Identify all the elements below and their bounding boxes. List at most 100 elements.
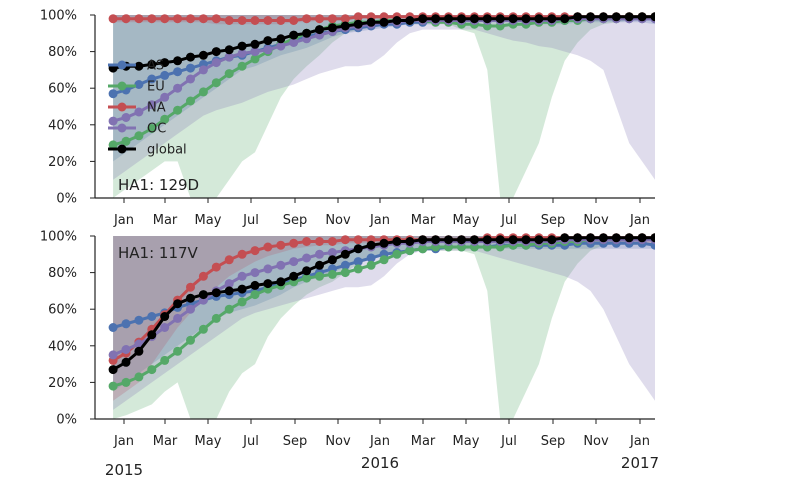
x-tick-label: Sep [541, 434, 566, 449]
point-global [327, 255, 337, 265]
point-eu [108, 140, 118, 150]
band-oc [113, 15, 655, 180]
point-global [198, 290, 208, 300]
panel-1: 0% 20% 40% 60% 80% 100% Jan Mar May Jul Sep Nov Jan M… [40, 9, 655, 228]
point-oc [173, 83, 183, 93]
point-global [379, 17, 389, 27]
y-tick-label: 20% [48, 376, 77, 391]
y-tick-label: 60% [48, 303, 77, 318]
band-oc [113, 236, 655, 410]
point-global [573, 12, 583, 22]
point-global [586, 233, 595, 243]
x-tick-label: Jan [629, 213, 650, 228]
point-eu [250, 54, 260, 64]
x-tick-label: Jan [369, 434, 390, 449]
point-global [186, 293, 195, 303]
point-oc [276, 41, 286, 51]
point-global [405, 16, 415, 25]
point-as [134, 315, 144, 325]
point-global [611, 12, 621, 22]
point-eu [186, 96, 195, 106]
point-eu [186, 335, 195, 345]
point-oc [302, 253, 312, 263]
point-na [211, 262, 221, 272]
point-oc [224, 52, 234, 62]
point-global [147, 330, 157, 340]
point-eu [134, 372, 144, 382]
plot-area [108, 233, 655, 419]
legend: AS EU NA OC global [108, 59, 187, 158]
point-eu [198, 87, 208, 97]
point-global [431, 14, 441, 24]
point-oc [224, 279, 234, 289]
point-global [598, 12, 608, 22]
point-global [327, 23, 337, 33]
x-tick-label: Sep [541, 213, 566, 228]
point-global [134, 346, 144, 356]
point-na [224, 16, 234, 25]
point-global [611, 233, 621, 243]
point-global [598, 233, 608, 243]
y-tick-label: 80% [48, 45, 77, 60]
legend-marker-as [117, 60, 127, 70]
point-na [108, 14, 118, 24]
point-na [147, 14, 157, 24]
point-global [211, 288, 221, 298]
point-na [276, 16, 286, 25]
legend-label-global: global [147, 143, 187, 158]
point-as [160, 70, 170, 80]
legend-label-na: NA [147, 101, 166, 116]
point-global [418, 235, 428, 245]
point-global [315, 260, 324, 270]
point-global [650, 12, 655, 22]
y-tick-label: 0% [56, 192, 77, 207]
point-global [315, 25, 324, 35]
point-na [211, 14, 221, 24]
point-global [108, 365, 118, 375]
point-global [263, 279, 273, 289]
point-na [315, 237, 324, 246]
point-eu [366, 260, 376, 270]
legend-marker-oc [117, 123, 127, 133]
panel-label: HA1: 117V [118, 244, 199, 262]
point-global [353, 19, 363, 29]
point-global [250, 280, 260, 290]
point-eu [340, 268, 350, 278]
x-tick-label: May [195, 434, 222, 449]
point-eu [224, 304, 234, 314]
point-as [121, 319, 131, 329]
x-tick-label: Mar [411, 213, 436, 228]
y-tick-label: 100% [40, 230, 77, 245]
point-na [302, 237, 312, 246]
point-oc [289, 257, 299, 267]
point-eu [134, 131, 144, 141]
point-eu [315, 271, 324, 281]
point-eu [302, 273, 312, 283]
point-na [134, 14, 144, 24]
point-eu [418, 244, 428, 254]
point-as [186, 63, 195, 73]
x-tick-label: May [195, 213, 222, 228]
point-na [186, 14, 195, 24]
point-global [650, 233, 655, 243]
point-oc [108, 350, 118, 360]
point-as [108, 323, 118, 332]
point-as [147, 74, 157, 84]
point-global [469, 235, 479, 245]
panel-label: HA1: 129D [118, 176, 199, 194]
point-na [250, 16, 260, 25]
point-global [302, 266, 312, 276]
plot-area [108, 12, 655, 198]
point-oc [250, 268, 260, 278]
point-oc [276, 260, 286, 270]
point-na [237, 249, 247, 259]
y-tick-label: 40% [48, 339, 77, 354]
point-oc [121, 113, 131, 122]
x-tick-label: Jul [242, 213, 259, 228]
point-eu [173, 346, 183, 356]
point-na [173, 14, 183, 24]
x-tick-label: Sep [283, 213, 308, 228]
point-oc [263, 45, 273, 55]
point-global [624, 12, 634, 22]
point-eu [353, 264, 363, 274]
